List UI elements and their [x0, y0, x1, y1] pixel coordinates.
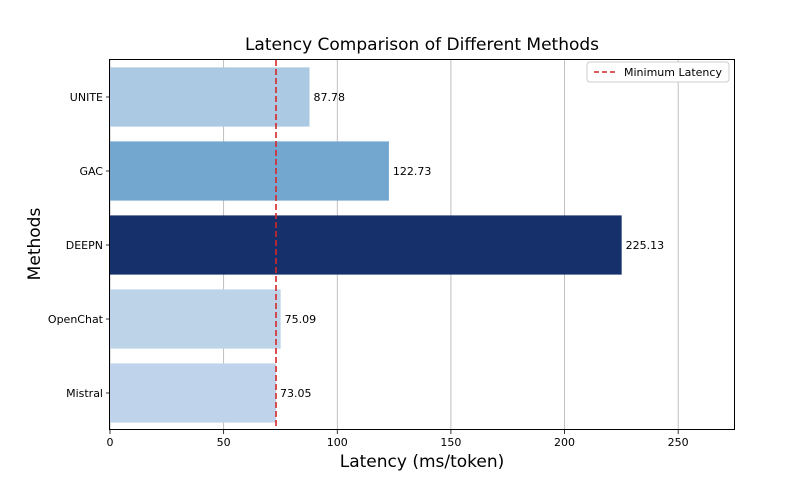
- bar-series: 87.78 122.73 225.13 75.09 73.05: [110, 67, 665, 423]
- y-tick-label: DEEPN: [66, 239, 103, 252]
- bar-value-label: 87.78: [314, 91, 346, 104]
- x-axis-label: Latency (ms/token): [340, 452, 505, 472]
- bar: [110, 363, 277, 423]
- y-tick-label: OpenChat: [48, 313, 104, 326]
- bar-value-label: 122.73: [393, 165, 432, 178]
- bar-value-label: 225.13: [626, 239, 665, 252]
- bar: [110, 289, 281, 349]
- x-tick-label: 150: [440, 436, 461, 449]
- legend-box: [586, 61, 730, 83]
- legend: Minimum Latency: [586, 61, 730, 83]
- bar: [110, 215, 622, 275]
- bar: [110, 67, 310, 127]
- x-tick-label: 50: [217, 436, 231, 449]
- y-tick-label: Mistral: [66, 387, 103, 400]
- plot-frame: [109, 59, 735, 430]
- bar: [110, 141, 389, 201]
- y-tick-label: UNITE: [70, 91, 103, 104]
- x-tick-label: 0: [107, 436, 114, 449]
- x-tick-label: 250: [668, 436, 689, 449]
- y-axis-ticks: UNITE GAC DEEPN OpenChat Mistral: [48, 91, 110, 400]
- chart-title: Latency Comparison of Different Methods: [245, 35, 599, 55]
- x-tick-label: 100: [327, 436, 348, 449]
- y-tick-label: GAC: [79, 165, 103, 178]
- bar-value-label: 75.09: [285, 313, 317, 326]
- bar-value-label: 73.05: [280, 387, 312, 400]
- legend-label: Minimum Latency: [624, 66, 722, 79]
- y-axis-label: Methods: [25, 208, 45, 281]
- x-axis-ticks: 0 50 100 150 200 250: [107, 430, 689, 449]
- x-tick-label: 200: [554, 436, 575, 449]
